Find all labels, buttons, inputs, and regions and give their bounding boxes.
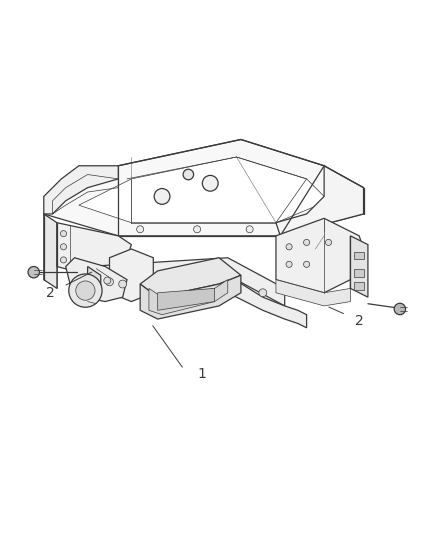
Circle shape [304,261,310,268]
Text: 1: 1 [197,367,206,381]
Polygon shape [140,275,241,319]
Circle shape [183,169,194,180]
Polygon shape [140,258,241,297]
Bar [354,282,364,290]
Bar [354,252,364,260]
Circle shape [106,278,113,286]
Polygon shape [44,166,118,214]
Polygon shape [88,266,101,293]
Circle shape [60,244,67,250]
Circle shape [304,239,310,246]
Circle shape [104,277,111,284]
Polygon shape [44,140,364,236]
Polygon shape [158,288,215,310]
Polygon shape [228,275,307,328]
Polygon shape [57,223,131,280]
Circle shape [194,226,201,233]
Polygon shape [88,258,285,306]
Polygon shape [276,166,364,236]
Circle shape [76,281,95,300]
Polygon shape [276,219,364,293]
Polygon shape [110,249,153,302]
Text: 2: 2 [355,314,364,328]
Polygon shape [149,280,228,314]
Polygon shape [79,157,328,223]
Circle shape [246,226,253,233]
Polygon shape [350,236,368,297]
Circle shape [137,226,144,233]
Circle shape [119,280,127,288]
Polygon shape [44,214,57,288]
Circle shape [202,175,218,191]
Circle shape [259,289,267,297]
Circle shape [154,189,170,204]
Circle shape [60,231,67,237]
Circle shape [325,239,332,246]
Circle shape [60,257,67,263]
Polygon shape [276,280,350,306]
Circle shape [394,303,406,314]
Circle shape [69,274,102,307]
Circle shape [286,261,292,268]
Text: 2: 2 [46,286,55,300]
Circle shape [28,266,39,278]
Polygon shape [66,258,127,302]
Circle shape [286,244,292,250]
Bar [354,269,364,277]
